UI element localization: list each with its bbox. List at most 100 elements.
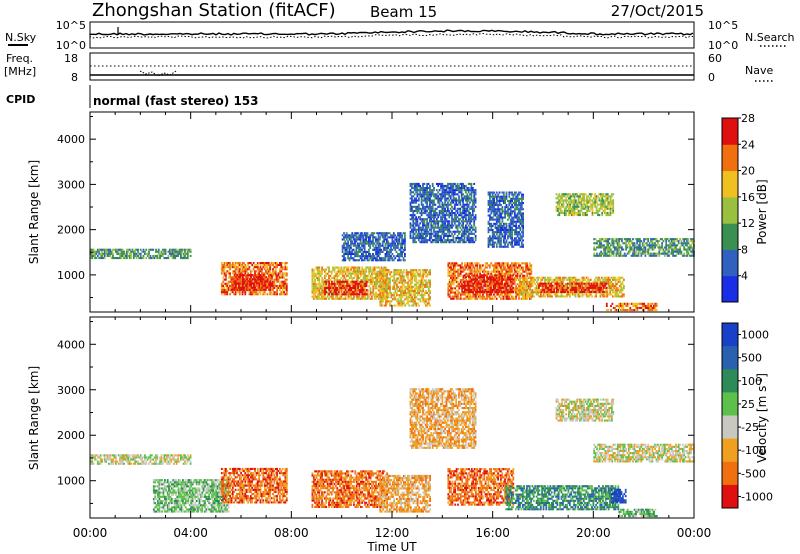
data-cell	[491, 193, 494, 196]
data-cell	[344, 240, 347, 243]
data-cell	[386, 287, 388, 290]
data-cell	[444, 218, 446, 221]
data-cell	[497, 199, 500, 202]
data-cell	[451, 274, 454, 277]
data-cell	[447, 237, 449, 240]
data-cell	[484, 262, 487, 265]
data-cell	[417, 189, 420, 192]
data-cell	[494, 224, 497, 227]
data-cell	[386, 273, 389, 276]
data-cell	[92, 252, 95, 255]
data-cell	[447, 272, 450, 275]
data-cell	[240, 278, 243, 281]
data-cell	[362, 279, 365, 282]
data-cell	[335, 291, 337, 294]
data-cell	[379, 304, 382, 307]
data-cell	[373, 270, 376, 273]
data-cell	[277, 280, 280, 283]
data-cell	[223, 291, 226, 294]
data-cell	[395, 250, 398, 253]
data-cell	[266, 278, 269, 281]
data-cell	[453, 241, 456, 244]
data-cell	[447, 226, 449, 229]
data-cell	[409, 296, 412, 299]
data-cell	[509, 282, 512, 285]
data-cell	[362, 250, 365, 253]
data-cell	[423, 228, 426, 231]
data-cell	[366, 234, 369, 237]
data-cell	[344, 297, 347, 300]
data-cell	[227, 266, 230, 269]
data-cell	[486, 272, 488, 275]
data-cell	[448, 241, 451, 244]
data-cell	[357, 286, 360, 289]
data-cell	[507, 208, 509, 211]
data-cell	[145, 248, 148, 251]
data-cell	[380, 273, 383, 276]
data-cell	[350, 297, 352, 300]
data-cell	[252, 291, 255, 294]
data-cell	[480, 283, 483, 286]
data-cell	[519, 268, 522, 271]
data-cell	[226, 293, 229, 296]
data-cell	[426, 193, 428, 196]
data-cell	[343, 285, 346, 288]
data-cell	[425, 304, 427, 307]
data-cell	[247, 282, 249, 285]
data-cell	[430, 216, 433, 219]
data-cell	[511, 287, 513, 290]
data-cell	[351, 282, 354, 285]
data-cell	[254, 280, 257, 283]
data-cell	[409, 289, 412, 292]
data-cell	[463, 282, 466, 285]
data-cell	[230, 288, 233, 291]
data-cell	[397, 253, 399, 256]
data-cell	[404, 292, 407, 295]
data-cell	[470, 197, 473, 200]
data-cell	[157, 257, 160, 260]
data-cell	[384, 242, 387, 245]
data-cell	[273, 293, 276, 296]
data-cell	[420, 220, 423, 223]
data-cell	[343, 253, 345, 256]
data-cell	[469, 197, 471, 200]
data-cell	[424, 199, 427, 202]
data-cell	[261, 282, 264, 285]
data-cell	[448, 216, 451, 219]
data-cell	[364, 274, 366, 277]
data-cell	[377, 250, 380, 253]
data-cell	[238, 262, 241, 265]
data-cell	[170, 252, 173, 255]
data-cell	[397, 302, 400, 305]
data-cell	[90, 254, 92, 257]
data-cell	[328, 279, 330, 282]
data-cell	[240, 282, 243, 285]
data-cell	[341, 234, 344, 237]
data-cell	[375, 297, 377, 300]
data-cell	[368, 242, 370, 245]
data-cell	[497, 272, 499, 275]
data-cell	[470, 214, 473, 217]
data-cell	[502, 286, 505, 289]
data-cell	[415, 209, 417, 212]
data-cell	[352, 259, 355, 262]
data-cell	[455, 262, 458, 265]
data-cell	[382, 279, 384, 282]
data-cell	[347, 270, 350, 273]
data-cell	[476, 290, 479, 293]
data-cell	[466, 203, 469, 206]
data-cell	[361, 293, 364, 296]
data-cell	[494, 284, 497, 287]
data-cell	[433, 216, 435, 219]
data-cell	[256, 293, 259, 296]
data-cell	[506, 288, 509, 291]
data-cell	[419, 216, 422, 219]
data-cell	[437, 241, 440, 244]
data-cell	[311, 279, 314, 282]
data-cell	[361, 270, 364, 273]
data-cell	[423, 237, 426, 240]
data-cell	[441, 218, 444, 221]
power-data-cells	[90, 182, 695, 312]
data-cell	[390, 236, 392, 239]
